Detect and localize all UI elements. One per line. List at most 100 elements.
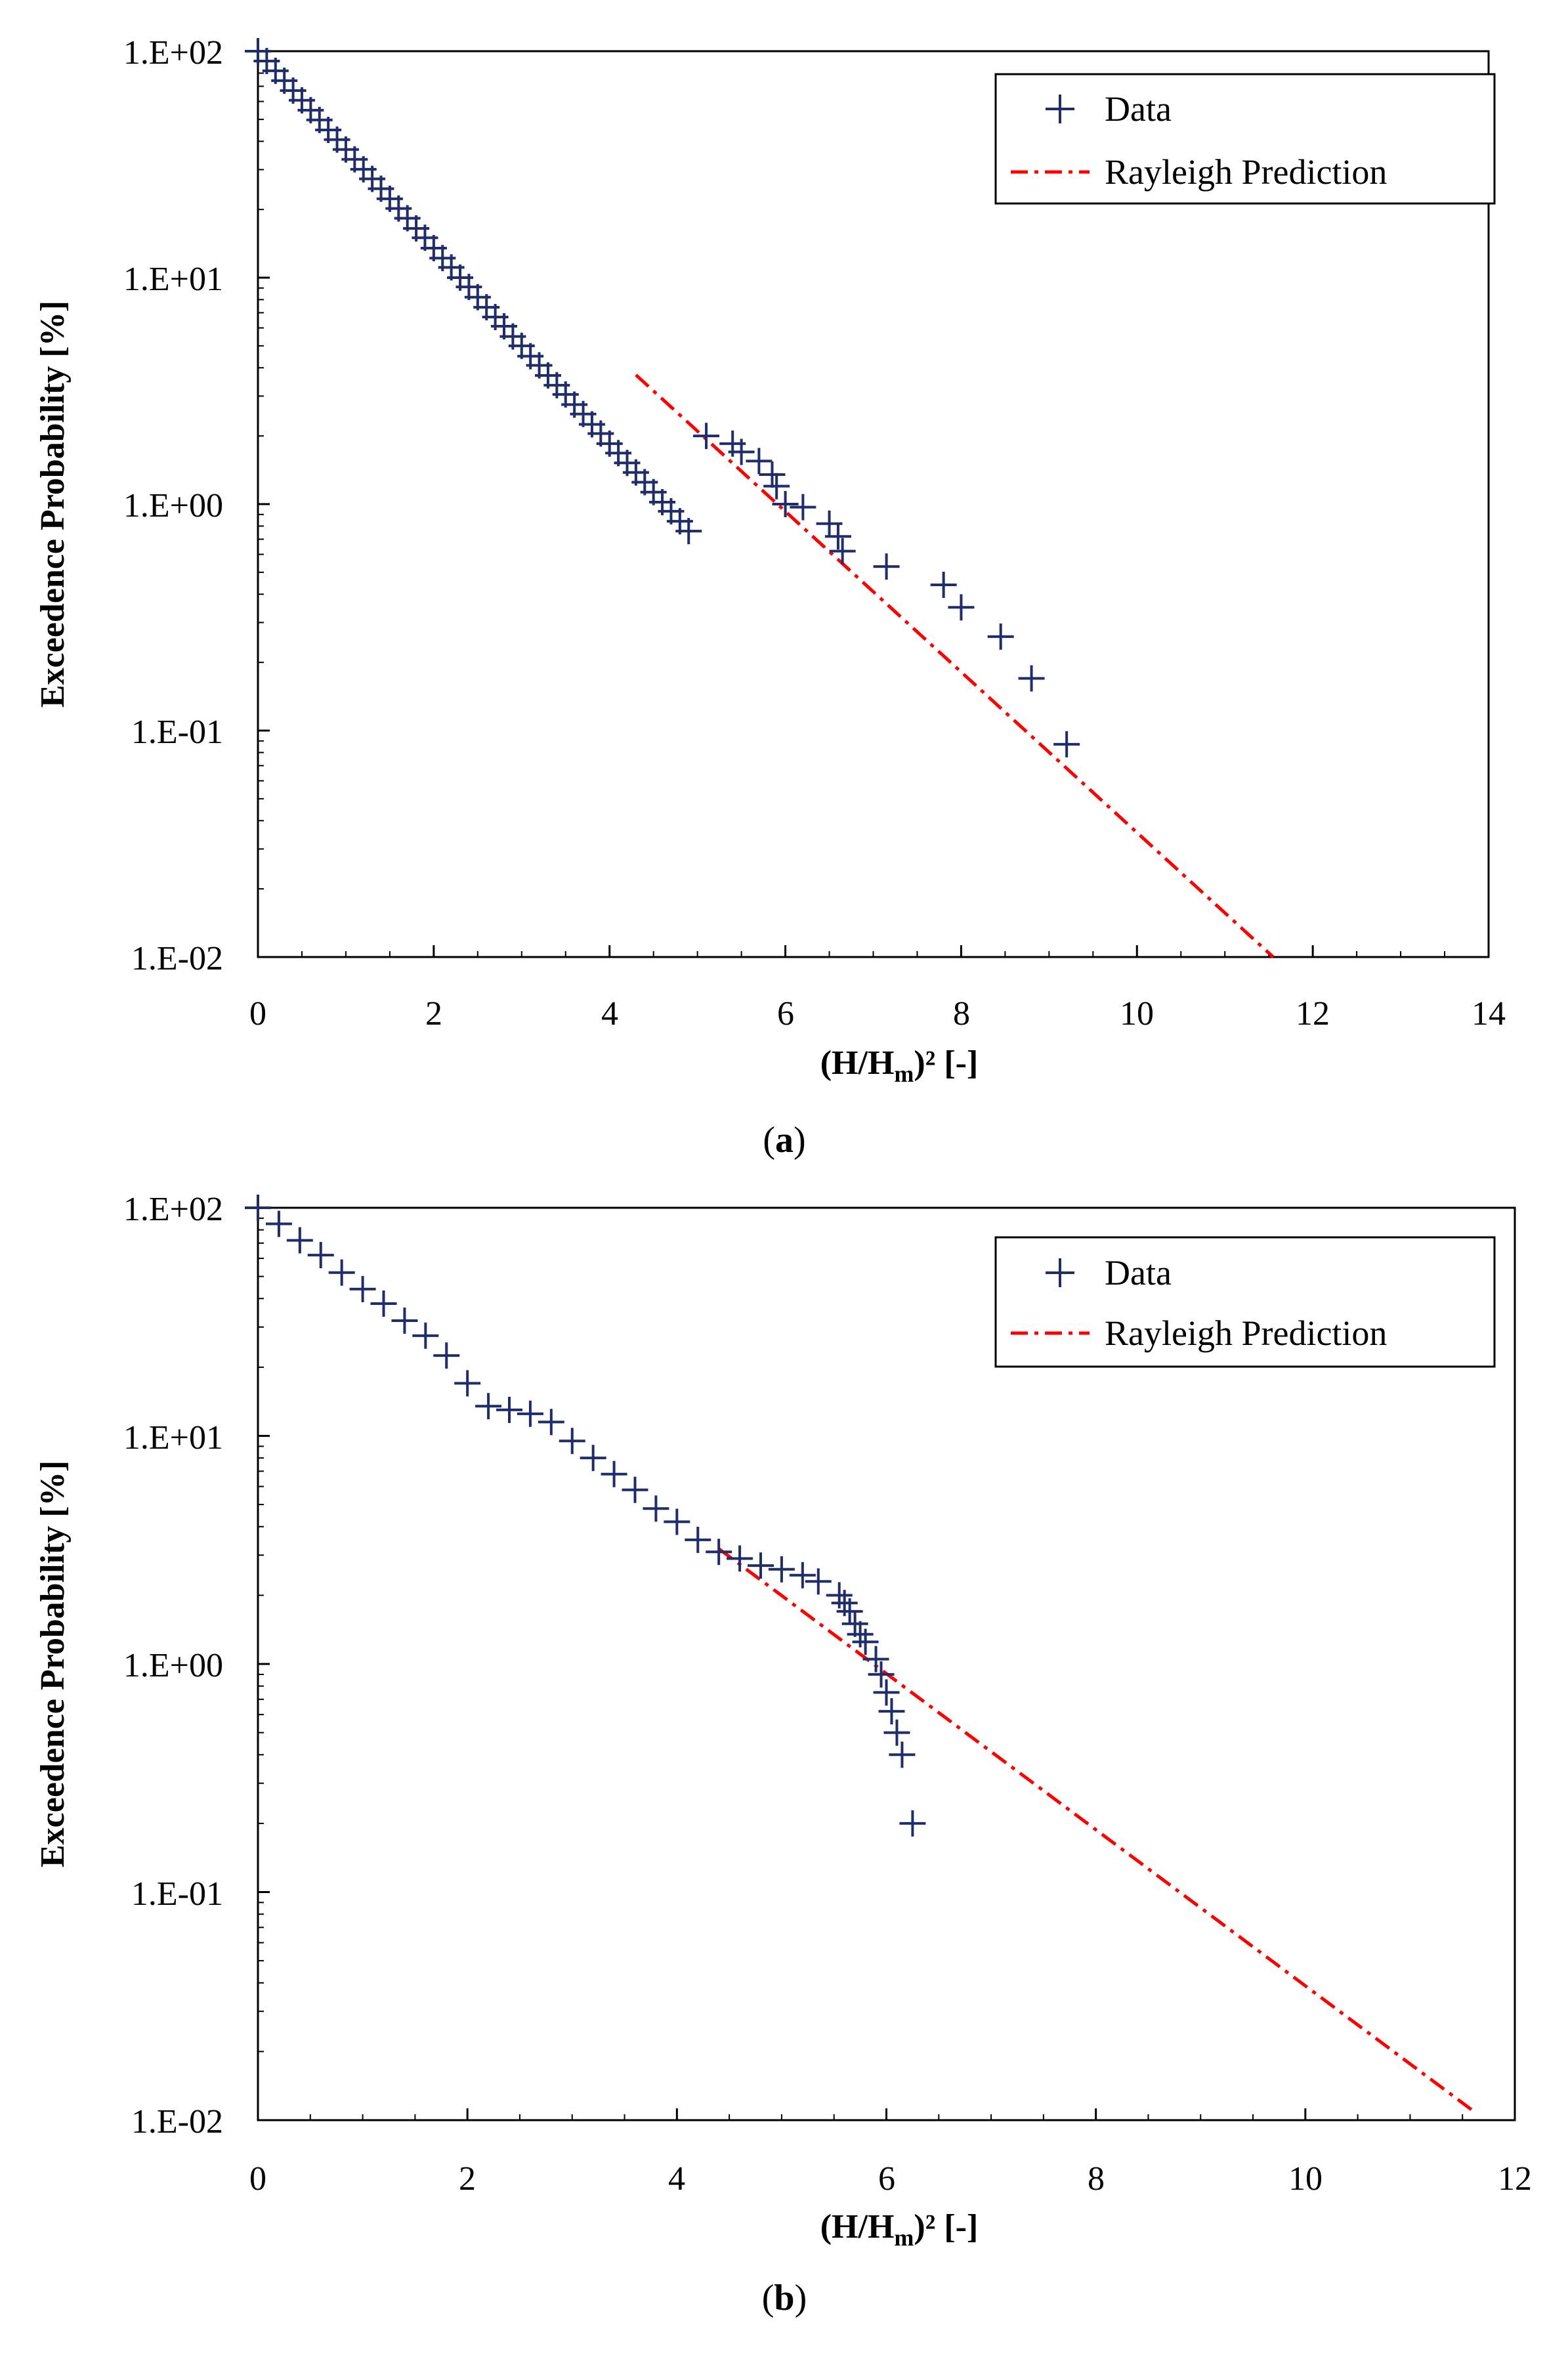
data-point — [836, 1598, 863, 1625]
legend-label-data: Data — [1105, 89, 1172, 129]
x-axis-title-sub: m — [894, 2225, 914, 2251]
data-point — [475, 1393, 502, 1420]
data-point — [759, 461, 786, 488]
data-point — [1053, 731, 1080, 757]
x-tick-label: 0 — [249, 995, 266, 1033]
data-point — [862, 1646, 889, 1673]
data-point — [948, 594, 975, 621]
data-point — [664, 1508, 690, 1535]
x-tick-label: 4 — [601, 995, 618, 1033]
data-point — [824, 523, 851, 550]
chart-b: 1.E+02 1.E+01 1.E+00 1.E-01 1.E-02 0 2 4… — [34, 1191, 1532, 2318]
x-tick-label: 8 — [1088, 2160, 1105, 2198]
panel-label-a: (a) — [763, 1120, 805, 1161]
x-axis-title-rest: )² [-] — [914, 2208, 978, 2246]
legend-box — [994, 1236, 1496, 1368]
x-tick-labels-a: 0 2 4 6 8 10 12 14 — [249, 995, 1506, 1033]
y-tick-label: 1.E+00 — [123, 1647, 223, 1684]
x-tick-labels-b: 0 2 4 6 8 10 12 — [249, 2160, 1532, 2198]
y-tick-label: 1.E+00 — [123, 487, 223, 524]
data-point — [873, 1679, 900, 1706]
data-point — [868, 1661, 895, 1688]
x-tick-label: 10 — [1288, 2160, 1323, 2198]
data-point — [852, 1629, 879, 1655]
data-point — [433, 1342, 460, 1369]
y-tick-label: 1.E-01 — [131, 1875, 223, 1913]
y-tick-label: 1.E+02 — [123, 34, 223, 72]
legend-box — [994, 73, 1496, 205]
data-point — [763, 473, 790, 500]
rayleigh-prediction-line — [635, 373, 1275, 958]
data-point — [286, 1227, 313, 1254]
data-point — [265, 1210, 292, 1237]
data-point — [889, 1741, 916, 1768]
x-tick-label: 2 — [459, 2160, 476, 2198]
data-point — [643, 1495, 669, 1522]
data-point — [454, 1370, 481, 1397]
data-point — [538, 1409, 564, 1436]
x-tick-label: 6 — [777, 995, 794, 1033]
x-tick-label: 0 — [249, 2160, 266, 2198]
y-tick-labels-b: 1.E+02 1.E+01 1.E+00 1.E-01 1.E-02 — [123, 1191, 223, 2141]
data-point — [987, 623, 1014, 650]
y-axis-title-b: Exceedence Probability [%] — [34, 1460, 72, 1867]
data-point — [706, 1539, 732, 1566]
x-tick-label: 8 — [953, 995, 970, 1033]
data-point — [746, 448, 773, 475]
data-point — [693, 423, 720, 450]
y-tick-label: 1.E-01 — [131, 714, 223, 751]
x-tick-label: 2 — [425, 995, 442, 1033]
x-tick-label: 12 — [1296, 995, 1330, 1033]
x-axis-title-sub: m — [894, 1061, 914, 1087]
legend-data-marker — [1046, 95, 1074, 123]
data-point — [675, 518, 702, 545]
rayleigh-prediction-line — [717, 1547, 1474, 2112]
x-tick-label: 4 — [668, 2160, 685, 2198]
rayleigh-series-a — [635, 373, 1275, 958]
x-axis-title-b: (H/Hm)² [-] — [820, 2208, 979, 2251]
data-point — [899, 1810, 926, 1837]
data-series-b — [245, 1195, 926, 1837]
data-point — [622, 1476, 648, 1503]
data-point — [496, 1396, 522, 1423]
legend-data-marker — [1046, 1258, 1074, 1287]
data-point — [829, 538, 856, 565]
data-point — [307, 1242, 334, 1269]
data-point — [841, 1610, 868, 1637]
data-point — [328, 1259, 355, 1286]
data-point — [349, 1275, 376, 1302]
data-point — [685, 1526, 711, 1553]
y-tick-label: 1.E-02 — [131, 940, 223, 977]
x-tick-label: 6 — [878, 2160, 895, 2198]
data-point — [1018, 665, 1045, 692]
data-series-a — [245, 38, 1080, 757]
figure-panel-b: 1.E+02 1.E+01 1.E+00 1.E-01 1.E-02 0 2 4… — [0, 1181, 1568, 2362]
legend-label-rayleigh: Rayleigh Prediction — [1105, 1313, 1387, 1353]
legend-label-rayleigh: Rayleigh Prediction — [1105, 152, 1387, 192]
data-point — [883, 1719, 910, 1746]
data-point — [878, 1698, 905, 1725]
y-tick-label: 1.E-02 — [131, 2103, 223, 2141]
data-point — [517, 1400, 543, 1427]
x-axis-title-base: (H/H — [820, 2208, 895, 2246]
data-point — [789, 1562, 816, 1588]
data-point — [728, 438, 755, 465]
data-point — [412, 1322, 439, 1349]
x-tick-label: 12 — [1498, 2160, 1532, 2198]
panel-label-b: (b) — [762, 2278, 807, 2318]
data-point — [601, 1460, 627, 1487]
data-point — [930, 572, 957, 599]
y-tick-label: 1.E+02 — [123, 1191, 223, 1228]
data-point — [768, 1556, 795, 1583]
x-axis-title-base: (H/H — [820, 1044, 895, 1082]
y-tick-labels-a: 1.E+02 1.E+01 1.E+00 1.E-01 1.E-02 — [123, 34, 223, 977]
y-tick-label: 1.E+01 — [123, 261, 223, 298]
x-tick-label: 14 — [1472, 995, 1506, 1033]
data-point — [580, 1445, 606, 1472]
y-tick-label: 1.E+01 — [123, 1419, 223, 1457]
legend-b: Data Rayleigh Prediction — [994, 1236, 1496, 1368]
y-axis-title-a: Exceedence Probability [%] — [34, 301, 72, 708]
data-point — [245, 1195, 271, 1221]
chart-a: 1.E+02 1.E+01 1.E+00 1.E-01 1.E-02 0 2 4… — [34, 34, 1506, 1161]
data-point — [727, 1545, 753, 1572]
